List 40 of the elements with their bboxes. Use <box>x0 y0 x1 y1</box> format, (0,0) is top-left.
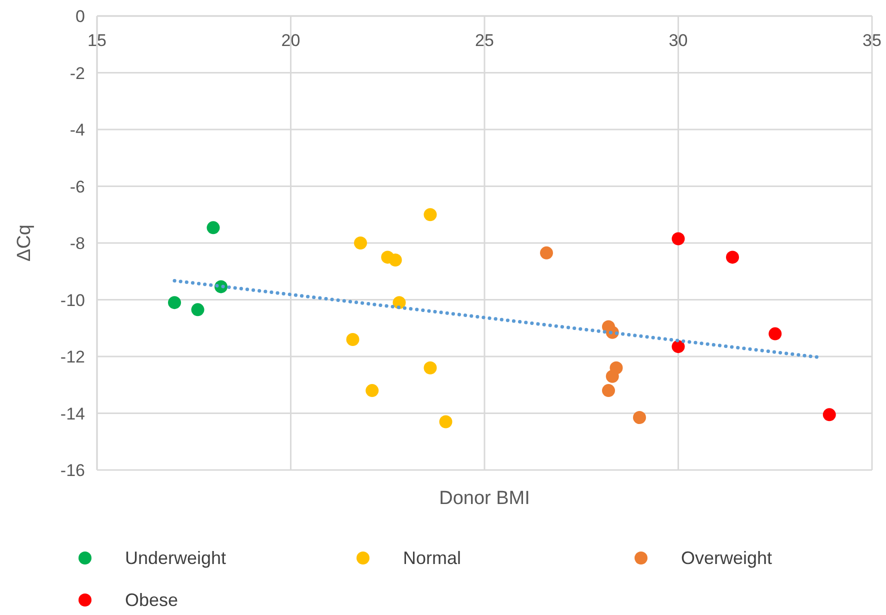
point <box>602 384 615 398</box>
y-axis-title: ΔCq <box>14 224 35 262</box>
legend-label: Overweight <box>681 548 772 568</box>
point <box>439 415 452 428</box>
y-tick-label: -14 <box>60 404 85 424</box>
y-tick-label: -4 <box>70 120 85 140</box>
point <box>346 332 360 346</box>
legend-label: Obese <box>125 590 178 610</box>
point <box>822 408 836 422</box>
legend-label: Underweight <box>125 548 226 568</box>
point <box>726 250 739 264</box>
point <box>366 384 379 398</box>
point <box>606 370 619 383</box>
point <box>388 254 402 267</box>
point <box>392 296 406 310</box>
y-tick-label: -10 <box>60 290 85 310</box>
point <box>768 327 782 340</box>
point <box>540 246 553 260</box>
point <box>354 236 367 250</box>
y-tick-label: -12 <box>60 348 85 366</box>
point <box>633 411 646 424</box>
x-tick-label: 20 <box>281 31 300 50</box>
y-tick-label: -8 <box>70 234 85 253</box>
point <box>672 340 685 354</box>
x-tick-label: 30 <box>668 31 688 50</box>
y-tick-label: -2 <box>70 64 85 83</box>
x-axis-title: Donor BMI <box>439 488 530 509</box>
point <box>672 232 685 246</box>
point <box>191 303 204 316</box>
y-tick-label: -16 <box>60 461 85 480</box>
y-tick-label: 0 <box>76 7 85 26</box>
legend-label: Normal <box>403 548 462 568</box>
point <box>206 221 220 234</box>
x-tick-label: 25 <box>475 31 494 50</box>
point <box>424 208 437 222</box>
y-tick-label: -6 <box>70 177 85 196</box>
x-tick-label: 35 <box>862 31 882 50</box>
point <box>168 296 181 310</box>
x-tick-label: 15 <box>88 31 106 50</box>
point <box>424 361 437 374</box>
